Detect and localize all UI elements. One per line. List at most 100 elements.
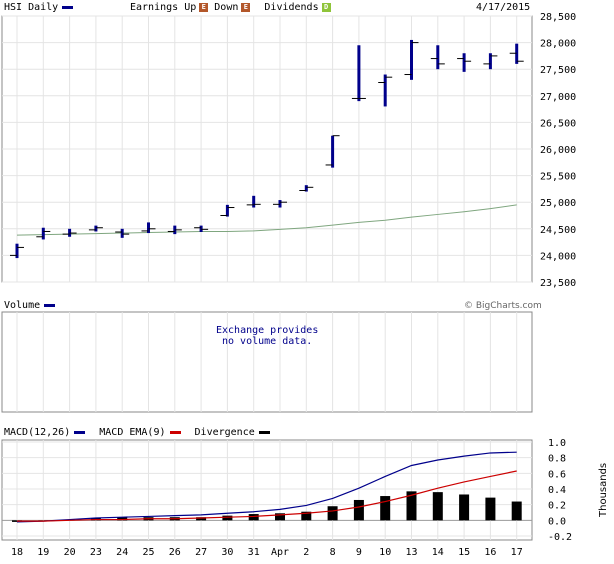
price-ytick-label: 27,500	[540, 65, 576, 76]
price-legend: HSI Daily	[4, 2, 74, 13]
x-tick-label: 31	[248, 547, 260, 558]
x-tick-label: 13	[405, 547, 417, 558]
x-tick-label: 16	[484, 547, 496, 558]
x-tick-label: 2	[303, 547, 309, 558]
price-series-swatch	[62, 5, 74, 9]
divergence-bar	[406, 491, 417, 521]
ohlc-bar	[167, 225, 182, 235]
volume-panel-frame	[1, 311, 533, 413]
divergence-bar	[380, 496, 391, 521]
macd-legend: MACD(12,26) MACD EMA(9) Divergence	[4, 427, 270, 438]
x-tick-label: 19	[37, 547, 49, 558]
macd-ytick-label: 0.0	[548, 516, 566, 527]
price-ytick-label: 24,500	[540, 225, 576, 236]
x-tick-label: 17	[511, 547, 523, 558]
volume-message-line1: Exchange provides	[216, 325, 318, 336]
divergence-bar	[459, 494, 470, 521]
earnings-label: Earnings	[130, 2, 179, 13]
price-ytick-label: 25,500	[540, 172, 576, 183]
ohlc-bar	[88, 225, 103, 232]
macd-ytick-label: 1.0	[548, 438, 566, 449]
ohlc-bar	[273, 200, 287, 208]
x-tick-label: 30	[221, 547, 233, 558]
divergence-bar	[196, 517, 207, 521]
macd-ema-label: MACD EMA(9)	[99, 427, 166, 438]
ohlc-bar	[509, 43, 524, 64]
ohlc-bar	[404, 39, 419, 80]
price-ytick-label: 28,500	[540, 12, 576, 23]
x-tick-label: 27	[195, 547, 207, 558]
x-tick-label: 18	[11, 547, 23, 558]
ohlc-bar	[115, 228, 130, 238]
x-tick-label: 25	[142, 547, 154, 558]
macd-ytick-label: 0.4	[548, 485, 566, 496]
earnings-up-icon: E	[199, 2, 209, 12]
ohlc-bar	[36, 227, 51, 240]
ohlc-bar	[378, 74, 393, 107]
divergence-swatch	[258, 430, 270, 434]
macd-ytick-label: 0.6	[548, 469, 566, 480]
macd-ema-swatch	[169, 430, 181, 434]
divergence-bar	[485, 497, 496, 521]
divergence-bar	[117, 517, 128, 521]
macd-ytick-label: 0.2	[548, 501, 566, 512]
macd-swatch	[74, 430, 86, 434]
divergence-bar	[301, 511, 312, 521]
divergence-bar	[432, 492, 443, 521]
ohlc-bar	[351, 45, 366, 102]
price-ytick-label: 26,000	[540, 145, 576, 156]
macd-ytick-label: 0.8	[548, 454, 566, 465]
earnings-down-icon: E	[241, 2, 251, 12]
ohlc-bar	[430, 45, 445, 70]
volume-swatch	[44, 303, 56, 307]
divergence-bar	[275, 513, 285, 521]
price-ytick-label: 23,500	[540, 278, 576, 289]
x-tick-label: 23	[90, 547, 102, 558]
x-tick-label: 26	[169, 547, 181, 558]
ohlc-bar	[325, 135, 340, 168]
macd-line	[16, 451, 517, 523]
ohlc-bar	[220, 204, 235, 217]
divergence-bar	[327, 506, 338, 521]
price-ytick-label: 27,000	[540, 92, 576, 103]
x-tick-label: 24	[116, 547, 128, 558]
macd-panel-frame	[1, 439, 533, 541]
x-tick-label: 9	[356, 547, 362, 558]
earnings-up-label: Up	[184, 2, 197, 13]
macd-ema-line	[17, 470, 517, 522]
ohlc-bar	[299, 185, 314, 192]
ohlc-bar	[10, 243, 24, 259]
volume-label: Volume	[4, 300, 41, 311]
ohlc-bar	[62, 228, 77, 237]
macd-units-label: Thousands	[598, 463, 609, 518]
divergence-bar	[353, 499, 364, 521]
ohlc-bar	[246, 195, 261, 208]
volume-legend: Volume	[4, 300, 56, 311]
dividends-label: Dividends	[264, 2, 319, 13]
x-tick-label: 8	[330, 547, 336, 558]
divergence-bar	[248, 514, 259, 521]
price-ytick-label: 28,000	[540, 39, 576, 50]
ohlc-bar	[483, 53, 498, 70]
chart-date: 4/17/2015	[476, 2, 531, 13]
macd-ytick-label: -0.2	[548, 532, 572, 543]
events-legend: Earnings Up E Down E Dividends D	[130, 2, 331, 13]
x-tick-label: 20	[64, 547, 76, 558]
moving-average-line	[16, 204, 517, 236]
copyright-text: © BigCharts.com	[464, 301, 542, 311]
price-ytick-label: 25,000	[540, 198, 576, 209]
earnings-down-label: Down	[214, 2, 239, 13]
divergence-label: Divergence	[194, 427, 255, 438]
divergence-bar	[222, 515, 233, 521]
x-tick-label: 10	[379, 547, 391, 558]
x-tick-label: Apr	[271, 547, 289, 558]
x-tick-label: 15	[458, 547, 470, 558]
divergence-bar	[511, 501, 522, 521]
symbol-label: HSI Daily	[4, 2, 59, 13]
volume-message-line2: no volume data.	[222, 336, 312, 347]
x-tick-label: 14	[432, 547, 444, 558]
macd-label: MACD(12,26)	[4, 427, 71, 438]
ohlc-bar	[141, 222, 156, 234]
